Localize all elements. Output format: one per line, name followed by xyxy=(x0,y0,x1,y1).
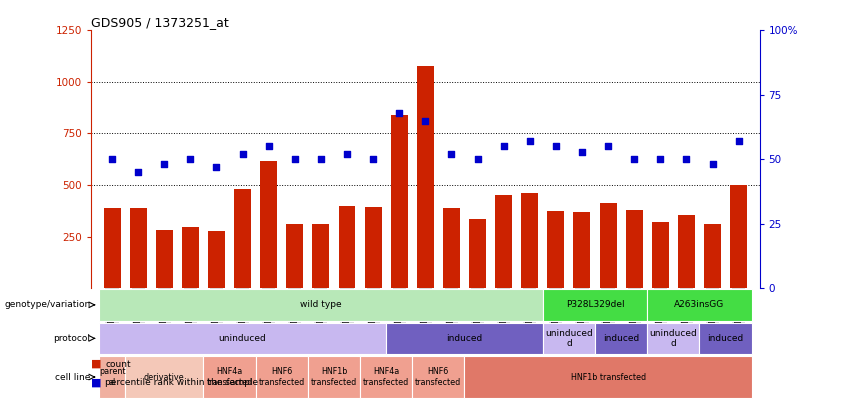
Point xyxy=(628,156,641,162)
Bar xyxy=(308,356,360,398)
Bar xyxy=(260,161,277,288)
Text: HNF1b
transfected: HNF1b transfected xyxy=(311,367,357,387)
Point xyxy=(183,156,197,162)
Bar xyxy=(312,224,329,288)
Bar xyxy=(464,356,752,398)
Text: induced: induced xyxy=(603,334,639,343)
Point xyxy=(418,117,432,124)
Bar xyxy=(652,222,668,288)
Bar xyxy=(286,224,303,288)
Text: A263insGG: A263insGG xyxy=(674,301,725,309)
Point xyxy=(235,151,249,157)
Bar xyxy=(469,219,486,288)
Bar xyxy=(574,212,590,288)
Bar xyxy=(648,289,752,321)
Bar xyxy=(339,206,356,288)
Bar xyxy=(730,185,747,288)
Bar xyxy=(99,356,125,398)
Text: protocol: protocol xyxy=(53,334,90,343)
Point xyxy=(575,148,589,155)
Point xyxy=(444,151,458,157)
Point xyxy=(131,169,145,175)
Point xyxy=(288,156,302,162)
Point xyxy=(470,156,484,162)
Text: HNF4a
transfected: HNF4a transfected xyxy=(363,367,410,387)
Text: ■: ■ xyxy=(91,359,102,369)
Point xyxy=(549,143,562,149)
Bar xyxy=(700,323,752,354)
Bar xyxy=(678,215,695,288)
Bar xyxy=(595,323,648,354)
Point xyxy=(366,156,380,162)
Point xyxy=(602,143,615,149)
Bar xyxy=(386,323,542,354)
Text: uninduced: uninduced xyxy=(219,334,266,343)
Bar xyxy=(103,208,121,288)
Text: uninduced
d: uninduced d xyxy=(545,329,593,348)
Bar xyxy=(542,323,595,354)
Bar xyxy=(99,323,386,354)
Point xyxy=(496,143,510,149)
Bar xyxy=(155,230,173,288)
Bar xyxy=(391,115,408,288)
Bar xyxy=(365,207,382,288)
Text: parent
al: parent al xyxy=(99,367,125,387)
Bar xyxy=(360,356,412,398)
Text: percentile rank within the sample: percentile rank within the sample xyxy=(105,378,258,387)
Bar xyxy=(648,323,700,354)
Text: HNF6
transfected: HNF6 transfected xyxy=(415,367,462,387)
Bar xyxy=(495,195,512,288)
Bar xyxy=(704,224,721,288)
Text: uninduced
d: uninduced d xyxy=(649,329,697,348)
Text: derivative: derivative xyxy=(144,373,185,382)
Point xyxy=(654,156,667,162)
Text: HNF6
transfected: HNF6 transfected xyxy=(259,367,305,387)
Point xyxy=(680,156,694,162)
Bar xyxy=(255,356,308,398)
Text: GDS905 / 1373251_at: GDS905 / 1373251_at xyxy=(91,16,229,29)
Point xyxy=(209,164,223,170)
Bar xyxy=(522,193,538,288)
Point xyxy=(262,143,276,149)
Bar xyxy=(99,289,542,321)
Point xyxy=(732,138,746,145)
Text: P328L329del: P328L329del xyxy=(566,301,624,309)
Text: induced: induced xyxy=(707,334,744,343)
Text: wild type: wild type xyxy=(300,301,342,309)
Point xyxy=(105,156,119,162)
Bar xyxy=(626,210,642,288)
Text: HNF1b transfected: HNF1b transfected xyxy=(570,373,646,382)
Text: induced: induced xyxy=(446,334,483,343)
Text: ■: ■ xyxy=(91,377,102,387)
Point xyxy=(314,156,328,162)
Text: count: count xyxy=(105,360,131,369)
Bar xyxy=(125,356,203,398)
Point xyxy=(157,161,171,168)
Bar xyxy=(182,227,199,288)
Bar xyxy=(600,202,616,288)
Point xyxy=(706,161,720,168)
Text: cell line: cell line xyxy=(55,373,90,382)
Bar xyxy=(412,356,464,398)
Text: HNF4a
transfected: HNF4a transfected xyxy=(207,367,253,387)
Bar xyxy=(417,66,434,288)
Bar xyxy=(129,208,147,288)
Bar xyxy=(542,289,648,321)
Bar xyxy=(443,208,460,288)
Bar xyxy=(208,231,225,288)
Bar xyxy=(234,189,251,288)
Point xyxy=(392,110,406,116)
Bar xyxy=(548,211,564,288)
Point xyxy=(523,138,536,145)
Text: genotype/variation: genotype/variation xyxy=(4,301,90,309)
Point xyxy=(340,151,354,157)
Bar xyxy=(203,356,255,398)
